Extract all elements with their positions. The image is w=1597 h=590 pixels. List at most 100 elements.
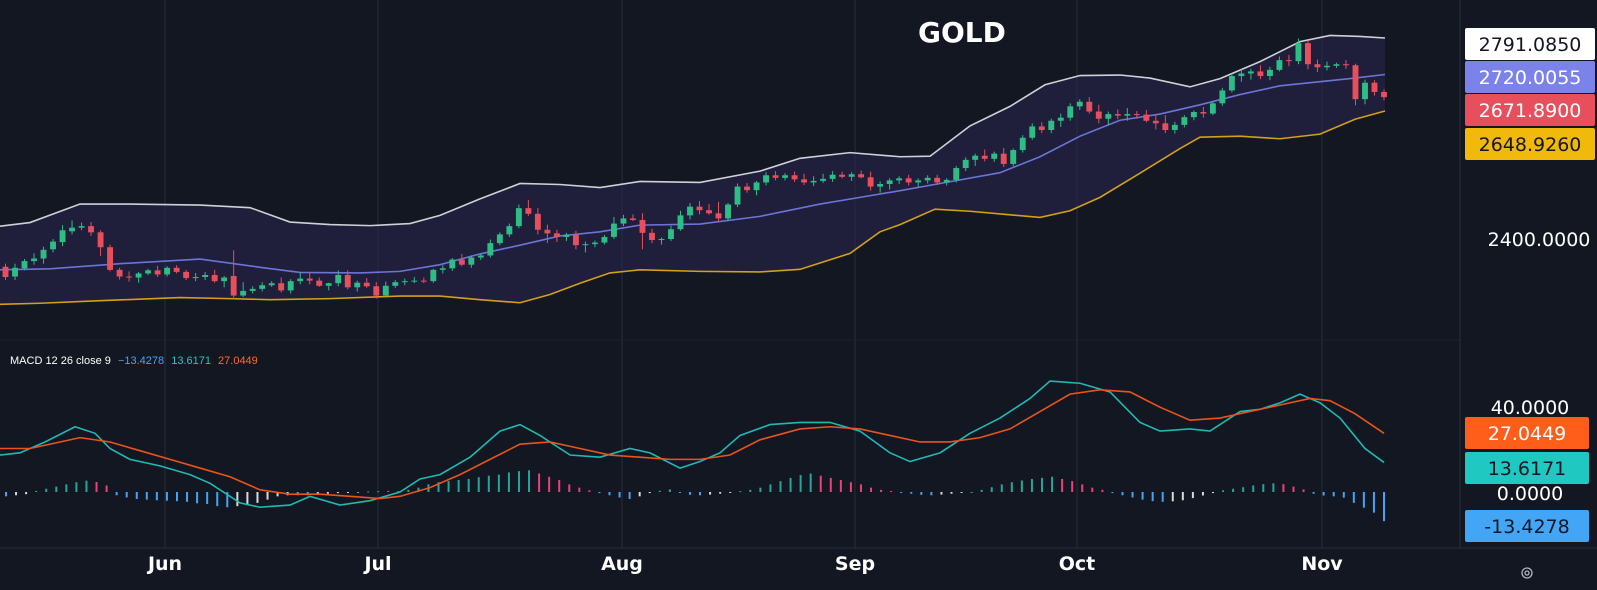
- macd-legend[interactable]: MACD 12 26 close 9 −13.4278 13.6171 27.0…: [10, 355, 262, 367]
- candle: [839, 171, 846, 179]
- candle-body: [1266, 69, 1273, 77]
- candle: [268, 281, 275, 287]
- candle: [430, 268, 437, 283]
- candle-body: [1133, 114, 1140, 116]
- candle-body: [905, 178, 912, 183]
- candle-body: [544, 229, 551, 234]
- histogram-bar: [1232, 488, 1235, 492]
- histogram-bar: [809, 473, 812, 492]
- histogram-bar: [628, 492, 631, 499]
- histogram-bar: [417, 487, 420, 492]
- candle-body: [791, 175, 798, 180]
- candle-body: [1324, 65, 1330, 68]
- candle-body: [173, 267, 180, 272]
- histogram-bar: [578, 487, 581, 492]
- candle: [934, 174, 941, 186]
- candle: [249, 286, 256, 294]
- candle: [487, 239, 494, 258]
- candle: [1171, 121, 1178, 134]
- candle-body: [449, 259, 456, 269]
- histogram-bar: [1191, 492, 1194, 499]
- candle: [763, 172, 769, 186]
- histogram-bar: [1161, 492, 1164, 502]
- candle: [183, 269, 190, 281]
- histogram-bar: [1302, 489, 1305, 492]
- price-marker: [1465, 94, 1595, 126]
- histogram-bar: [1352, 492, 1355, 503]
- candle: [1190, 110, 1197, 121]
- histogram-bar: [769, 484, 772, 492]
- candle: [544, 224, 551, 244]
- histogram-bar: [1262, 484, 1265, 492]
- candle: [782, 173, 789, 181]
- candle-body: [506, 226, 513, 235]
- macd-marker-label: -13.4278: [1484, 516, 1569, 538]
- candle-body: [335, 274, 342, 284]
- histogram-bar: [1020, 480, 1023, 492]
- candle: [211, 269, 218, 283]
- candle-body: [354, 282, 361, 288]
- price-marker-label: 2720.0055: [1479, 67, 1582, 89]
- candle-body: [715, 213, 722, 219]
- candle-body: [344, 274, 351, 288]
- candle-body: [801, 179, 808, 183]
- candle: [1162, 115, 1169, 134]
- histogram-bar: [829, 477, 832, 492]
- candle: [610, 216, 617, 239]
- candle: [88, 222, 95, 236]
- candle-body: [40, 249, 47, 259]
- candle-body: [744, 186, 750, 191]
- histogram-bar: [1383, 492, 1385, 522]
- settings-icon[interactable]: [1520, 566, 1534, 580]
- candle-body: [620, 218, 627, 224]
- candle-body: [1181, 117, 1188, 125]
- candle-body: [563, 234, 570, 237]
- candle: [630, 214, 636, 222]
- candle-body: [477, 255, 484, 258]
- histogram-bar: [397, 491, 400, 493]
- candle: [50, 239, 56, 253]
- histogram-bar: [407, 489, 410, 492]
- candle: [135, 271, 142, 283]
- histogram-bar: [35, 490, 38, 492]
- candle: [145, 268, 152, 275]
- candle: [1257, 65, 1264, 80]
- histogram-bar: [729, 492, 732, 493]
- candle-body: [249, 288, 256, 291]
- macd-tick-label: 40.0000: [1491, 397, 1570, 419]
- price-marker: [1465, 61, 1595, 93]
- candle-body: [1067, 106, 1074, 118]
- histogram-bar: [1061, 478, 1064, 492]
- candle-body: [668, 229, 674, 239]
- candle-body: [1285, 60, 1292, 62]
- candle: [1029, 123, 1036, 140]
- histogram-bar: [980, 489, 983, 492]
- candle: [297, 272, 304, 285]
- candle: [962, 157, 969, 172]
- macd-legend-signal: 27.0449: [218, 355, 258, 367]
- candle: [2, 263, 9, 281]
- candle: [496, 232, 503, 246]
- chart-title: GOLD: [918, 16, 1006, 49]
- candle: [506, 223, 513, 237]
- histogram-bar: [1242, 487, 1245, 492]
- histogram-bar: [1121, 492, 1124, 496]
- histogram-bar: [206, 492, 209, 504]
- candle-body: [135, 273, 142, 278]
- histogram-bar: [1362, 492, 1365, 508]
- candle: [582, 241, 589, 253]
- candle-body: [1114, 114, 1121, 116]
- macd-legend-macd: 13.6171: [171, 355, 211, 367]
- candle-body: [639, 219, 646, 233]
- candle: [306, 271, 313, 285]
- histogram-bar: [276, 492, 279, 497]
- candle: [173, 265, 180, 274]
- candle-body: [325, 283, 332, 286]
- candle-body: [848, 174, 855, 177]
- histogram-bar: [165, 492, 168, 501]
- candle-body: [107, 247, 114, 270]
- candle: [12, 263, 18, 281]
- histogram-bar: [105, 485, 108, 492]
- macd-axis: 40.0000 0.0000 27.0449 13.6171 -13.4278: [1465, 397, 1589, 542]
